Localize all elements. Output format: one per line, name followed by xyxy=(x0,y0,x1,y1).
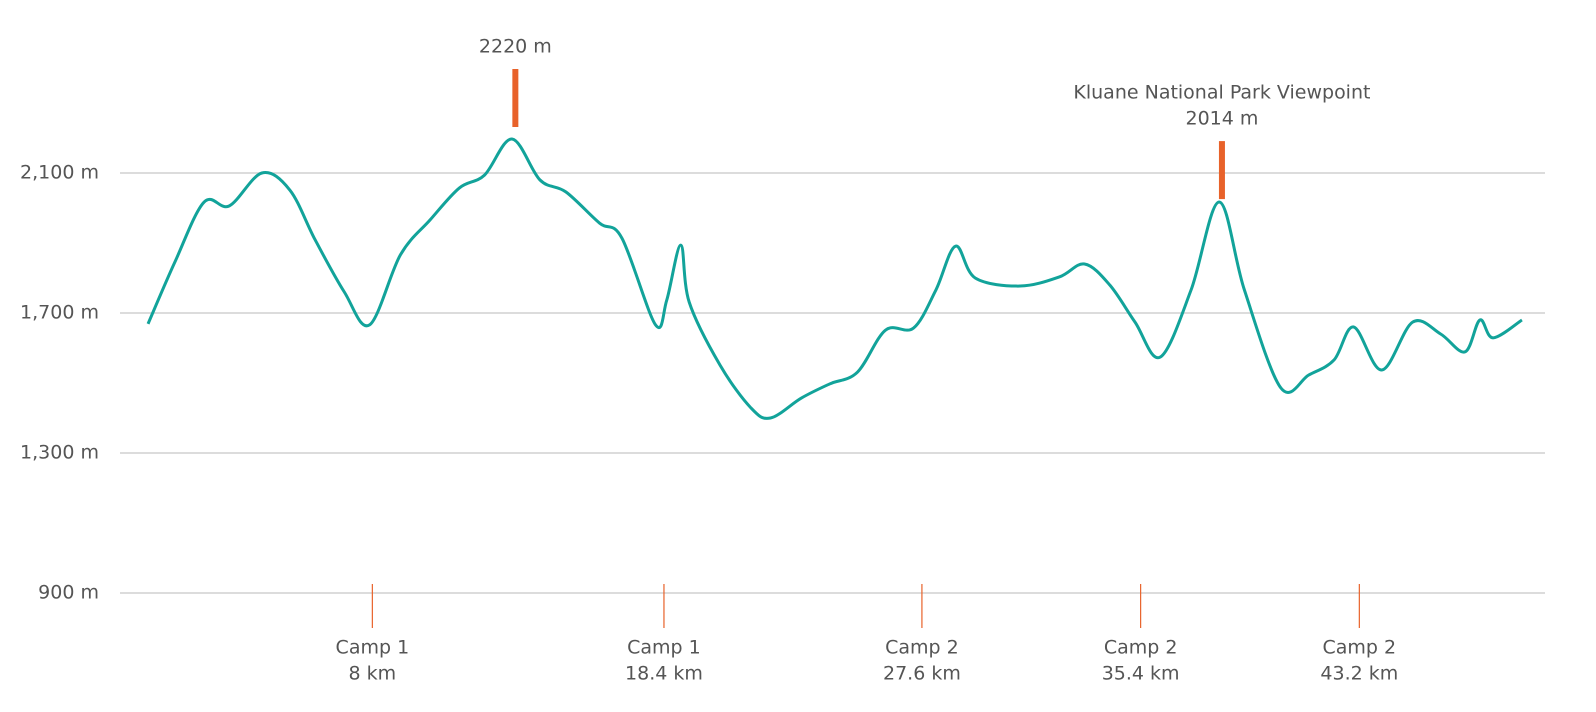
annotation-text: Kluane National Park Viewpoint xyxy=(1073,82,1370,104)
camp-name: Camp 2 xyxy=(1323,637,1397,659)
y-tick-label: 900 m xyxy=(38,582,99,604)
camp-distance: 35.4 km xyxy=(1102,663,1180,685)
annotation-marker xyxy=(1218,141,1225,200)
camp-distance: 27.6 km xyxy=(883,663,961,685)
camp-name: Camp 1 xyxy=(336,637,410,659)
y-tick-label: 2,100 m xyxy=(20,162,99,184)
camp-distance: 18.4 km xyxy=(625,663,703,685)
camp-name: Camp 2 xyxy=(885,637,959,659)
annotation-value: 2014 m xyxy=(1185,108,1258,130)
camp-distance: 8 km xyxy=(349,663,397,685)
camp-name: Camp 1 xyxy=(627,637,701,659)
y-tick-label: 1,700 m xyxy=(20,302,99,324)
annotation-value: 2220 m xyxy=(479,36,552,58)
annotation-marker xyxy=(512,69,519,127)
y-tick-label: 1,300 m xyxy=(20,442,99,464)
camp-name: Camp 2 xyxy=(1104,637,1178,659)
elevation-line xyxy=(146,137,1523,420)
camp-distance: 43.2 km xyxy=(1320,663,1398,685)
